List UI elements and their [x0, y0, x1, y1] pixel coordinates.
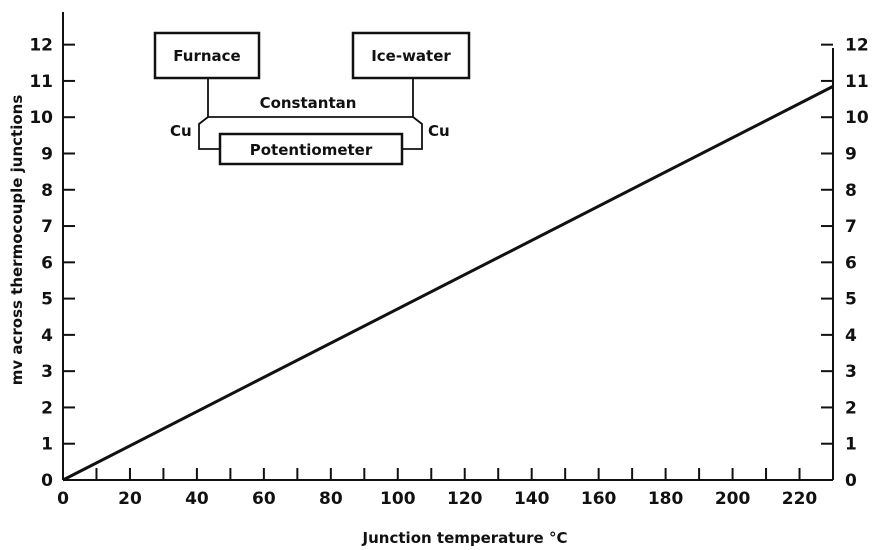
x-tick-label: 40 [185, 489, 209, 509]
x-tick-label: 60 [252, 489, 276, 509]
y-tick-label-left: 11 [29, 72, 53, 92]
y-tick-label-right: 8 [845, 181, 857, 201]
constantan-label: Constantan [260, 94, 357, 112]
icewater-box [351, 31, 471, 80]
x-tick-label: 120 [447, 489, 483, 509]
x-ticks: 0 20 40 60 80 100 120 140 160 180 200 220 [57, 468, 834, 509]
series-line-0 [62, 85, 834, 482]
circuit-diagram: Furnace Ice-water Potentiometer Constant… [153, 31, 471, 166]
y-tick-label-left: 1 [41, 435, 53, 455]
cu-wire-right [402, 116, 423, 150]
x-tick-label: 0 [57, 489, 69, 509]
x-tick-label: 160 [581, 489, 617, 509]
furnace-label: Furnace [173, 47, 240, 65]
x-tick-label: 80 [319, 489, 343, 509]
y-tick-label-right: 6 [845, 253, 857, 273]
y-tick-label-left: 9 [41, 144, 53, 164]
cu-left-label: Cu [170, 122, 192, 140]
y-tick-label-left: 10 [29, 108, 53, 128]
cu-wire-left [198, 116, 220, 150]
y-tick-label-left: 5 [41, 290, 53, 310]
y-tick-label-left: 3 [41, 362, 53, 382]
x-tick-label: 180 [648, 489, 684, 509]
y-tick-label-right: 7 [845, 217, 857, 237]
y-tick-label-right: 10 [845, 108, 869, 128]
y-axis-title: mv across thermocouple junctions [8, 95, 26, 386]
y-tick-label-left: 8 [41, 181, 53, 201]
y-tick-label-right: 9 [845, 144, 857, 164]
cu-right-label: Cu [428, 122, 450, 140]
y-tick-label-left: 0 [41, 471, 53, 491]
x-tick-label: 140 [514, 489, 550, 509]
y-tick-label-left: 7 [41, 217, 53, 237]
y-tick-label-left: 4 [41, 326, 53, 346]
axes [62, 12, 834, 481]
y-tick-label-right: 3 [845, 362, 857, 382]
y-tick-label-right: 5 [845, 290, 857, 310]
x-tick-label: 20 [118, 489, 142, 509]
constantan-wire [207, 78, 414, 118]
furnace-box [153, 31, 261, 80]
y-tick-label-right: 2 [845, 398, 857, 418]
y-tick-label-right: 11 [845, 72, 869, 92]
x-tick-label: 100 [380, 489, 416, 509]
y-tick-label-right: 1 [845, 435, 857, 455]
y-tick-label-right: 0 [845, 471, 857, 491]
x-tick-label: 220 [782, 489, 818, 509]
y-tick-label-right: 12 [845, 36, 869, 56]
y-tick-label-right: 4 [845, 326, 857, 346]
x-tick-label: 200 [715, 489, 751, 509]
y-tick-label-left: 2 [41, 398, 53, 418]
icewater-label: Ice-water [371, 47, 451, 65]
series-lines [62, 85, 834, 482]
y-tick-label-left: 12 [29, 36, 53, 56]
y-tick-label-left: 6 [41, 253, 53, 273]
x-axis-title: Junction temperature °C [362, 529, 568, 546]
potentiometer-label: Potentiometer [250, 141, 373, 159]
